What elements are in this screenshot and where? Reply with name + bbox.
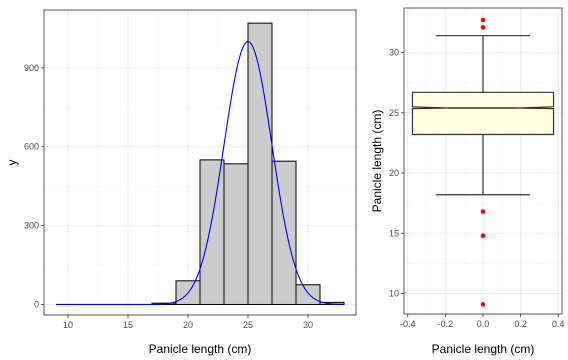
boxplot-notched-box [411,91,555,136]
histogram-bar [271,160,297,305]
density-curve [56,40,345,306]
boxplot-outliers [480,17,486,307]
histogram-y-tick-label: 0 [34,299,39,309]
boxplot-y-axis: 10 15 20 25 30 [389,48,404,299]
boxplot-x-axis: -0.4 -0.2 0.0 0.2 0.4 [400,314,564,329]
histogram-x-tick-label: 15 [123,320,133,330]
boxplot-outlier-point [480,17,486,23]
histogram-bar [247,22,273,305]
boxplot-x-tick-label: -0.2 [438,319,454,329]
histogram-bar [295,284,321,305]
boxplot-x-tick-label: 0.0 [477,319,490,329]
histogram-y-tick-label: 600 [24,142,39,152]
histogram-x-axis-title: Panicle length (cm) [149,342,252,356]
boxplot-box [411,35,555,196]
boxplot-y-tick-label: 10 [389,289,399,299]
boxplot-x-tick-label: 0.2 [514,319,527,329]
boxplot-y-tick-label: 20 [389,168,399,178]
boxplot-y-tick-label: 25 [389,108,399,118]
histogram-y-axis-title: y [5,160,19,166]
histogram-x-tick-label: 25 [243,320,253,330]
boxplot-outlier-point [480,209,486,214]
boxplot-x-axis-title: Panicle length (cm) [432,342,535,356]
histogram-x-tick-label: 10 [63,320,73,330]
histogram-x-axis: 10 15 20 25 30 [63,315,313,330]
boxplot-y-tick-label: 15 [389,228,399,238]
histogram-y-axis: 0 300 600 900 [24,63,44,309]
boxplot-x-tick-label: -0.4 [400,319,416,329]
boxplot-panel: -0.4 -0.2 0.0 0.2 0.4 10 15 20 25 30 Panicle len… [370,7,564,356]
histogram-x-tick-label: 30 [303,320,313,330]
histogram-panel-border [43,9,357,316]
boxplot-x-tick-label: 0.4 [552,319,565,329]
histogram-y-tick-label: 900 [24,63,39,73]
histogram-bar [223,163,249,305]
boxplot-outlier-point [480,302,486,307]
histogram-x-tick-label: 20 [183,320,193,330]
histogram-bar [199,159,225,305]
boxplot-y-axis-title: Panicle length (cm) [370,110,384,213]
histogram-y-tick-label: 300 [24,221,39,231]
histogram-panel: 10 15 20 25 30 0 300 600 900 Panicle length (cm… [5,9,357,356]
boxplot-outlier-point [480,24,486,30]
boxplot-outlier-point [480,233,486,238]
boxplot-y-tick-label: 30 [389,48,399,58]
histogram-bars [151,22,345,305]
